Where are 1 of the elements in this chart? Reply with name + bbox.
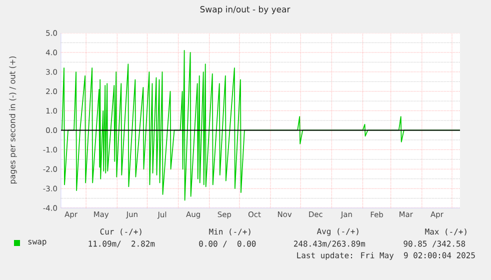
chart-title: Swap in/out - by year [200, 6, 290, 14]
